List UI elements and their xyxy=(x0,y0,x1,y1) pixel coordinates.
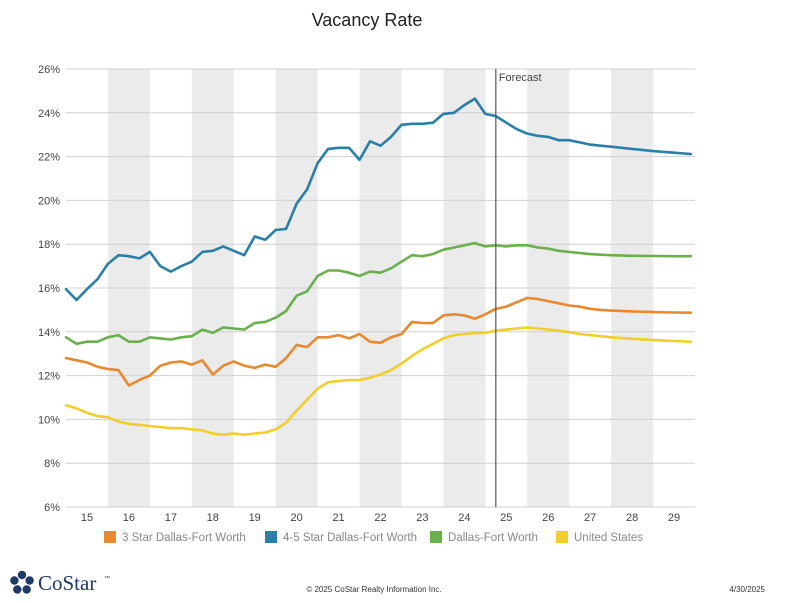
x-tick-label: 26 xyxy=(542,512,554,524)
series-lines xyxy=(64,97,693,437)
y-tick-label: 20% xyxy=(38,195,60,207)
series-line xyxy=(64,326,693,437)
y-tick-label: 24% xyxy=(38,108,60,120)
x-tick-label: 20 xyxy=(291,512,303,524)
x-tick-label: 17 xyxy=(165,512,177,524)
y-tick-label: 10% xyxy=(38,414,60,426)
legend-label: Dallas-Fort Worth xyxy=(448,532,538,544)
x-tick-label: 15 xyxy=(81,512,93,524)
series-line xyxy=(64,97,693,302)
y-tick-label: 18% xyxy=(38,239,60,251)
y-tick-label: 16% xyxy=(38,283,60,295)
costar-logo-tm: ™ xyxy=(104,575,110,582)
legend-swatch xyxy=(265,531,277,543)
y-axis-ticks: 6% 8% 10% 12% 14% 16% 18% 20% 22% 24% 26% xyxy=(38,64,60,514)
footer-date: 4/30/2025 xyxy=(729,585,765,594)
x-tick-label: 24 xyxy=(458,512,470,524)
legend[interactable]: 3 Star Dallas-Fort Worth 4-5 Star Dallas-… xyxy=(104,531,643,544)
chart-title: Vacancy Rate xyxy=(312,10,423,30)
forecast-label: Forecast xyxy=(499,72,542,84)
x-tick-label: 19 xyxy=(249,512,261,524)
series-line xyxy=(64,241,693,346)
y-tick-label: 12% xyxy=(38,371,60,383)
copyright-text: © 2025 CoStar Realty Information Inc. xyxy=(306,585,441,594)
legend-label: United States xyxy=(574,532,643,544)
costar-logo-text: CoStar xyxy=(38,571,96,595)
y-tick-label: 6% xyxy=(44,502,60,514)
x-tick-label: 18 xyxy=(207,512,219,524)
x-tick-label: 22 xyxy=(374,512,386,524)
x-tick-label: 28 xyxy=(626,512,638,524)
x-axis-ticks: 15 16 17 18 19 20 21 22 23 24 25 26 27 28 29 xyxy=(81,512,680,524)
legend-item[interactable]: 3 Star Dallas-Fort Worth xyxy=(104,531,246,544)
x-tick-label: 27 xyxy=(584,512,596,524)
legend-item[interactable]: 4-5 Star Dallas-Fort Worth xyxy=(265,531,417,544)
y-tick-label: 26% xyxy=(38,64,60,76)
legend-swatch xyxy=(430,531,442,543)
x-tick-label: 16 xyxy=(123,512,135,524)
legend-item[interactable]: Dallas-Fort Worth xyxy=(430,531,538,544)
costar-star-logo-icon xyxy=(10,570,34,594)
x-tick-label: 25 xyxy=(500,512,512,524)
y-tick-label: 14% xyxy=(38,327,60,339)
legend-label: 3 Star Dallas-Fort Worth xyxy=(122,532,246,544)
series-line xyxy=(64,296,693,387)
legend-swatch xyxy=(556,531,568,543)
y-tick-label: 8% xyxy=(44,458,60,470)
x-tick-label: 21 xyxy=(332,512,344,524)
y-tick-label: 22% xyxy=(38,152,60,164)
x-tick-label: 23 xyxy=(416,512,428,524)
legend-label: 4-5 Star Dallas-Fort Worth xyxy=(283,532,417,544)
costar-logo: CoStar ™ xyxy=(10,570,110,595)
x-tick-label: 29 xyxy=(668,512,680,524)
legend-item[interactable]: United States xyxy=(556,531,643,544)
legend-swatch xyxy=(104,531,116,543)
